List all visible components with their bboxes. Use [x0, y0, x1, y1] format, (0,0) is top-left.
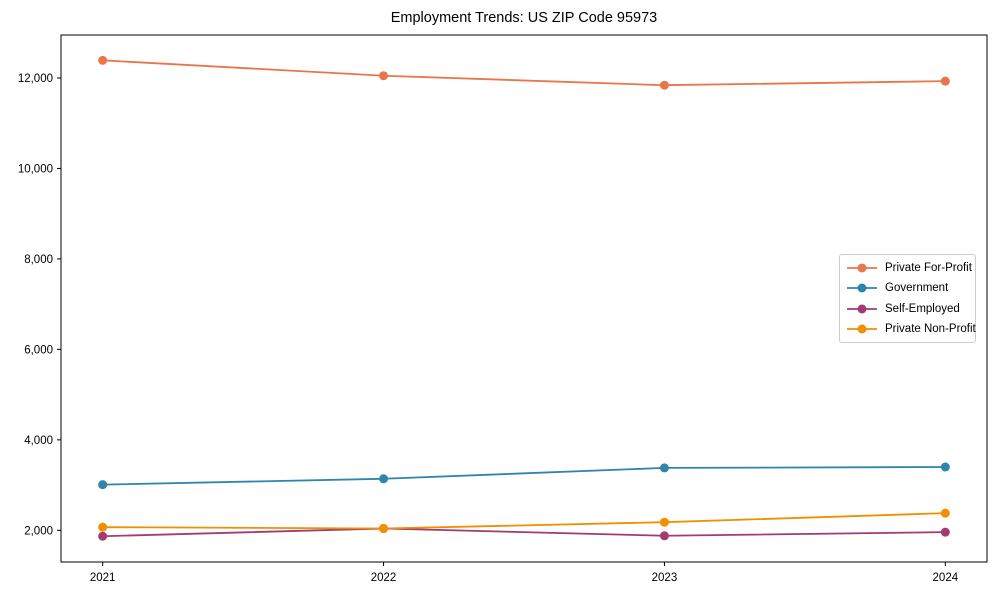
data-point-private-for-profit: [379, 71, 389, 81]
legend-marker-government: [847, 283, 877, 293]
chart-title: Employment Trends: US ZIP Code 95973: [390, 10, 658, 26]
data-point-government: [659, 463, 669, 473]
x-tick-label: 2023: [652, 572, 678, 584]
data-point-private-non-profit: [659, 517, 669, 527]
legend: Private For-Profit Government Self-Employe…: [839, 254, 976, 343]
axes-frame: [60, 34, 988, 563]
series-line-private-for-profit: [102, 59, 946, 87]
data-point-private-non-profit: [940, 508, 950, 518]
data-point-government: [98, 480, 108, 490]
legend-item-government: Government: [846, 278, 969, 298]
data-point-self-employed: [940, 527, 950, 537]
y-tick-label: 8,000: [24, 254, 53, 266]
legend-item-self-employed: Self-Employed: [846, 299, 969, 319]
legend-label-private-for-profit: Private For-Profit: [885, 262, 972, 275]
data-point-self-employed: [98, 531, 108, 541]
data-point-private-non-profit: [98, 522, 108, 532]
series-line-government: [102, 466, 946, 486]
legend-item-private-for-profit: Private For-Profit: [846, 258, 972, 278]
y-tick-label: 12,000: [18, 73, 53, 85]
data-point-private-for-profit: [98, 55, 108, 65]
legend-label-government: Government: [885, 282, 949, 295]
data-point-government: [379, 474, 389, 484]
legend-label-self-employed: Self-Employed: [885, 302, 960, 315]
x-tick-label: 2024: [933, 572, 959, 584]
legend-marker-private-for-profit: [847, 263, 877, 273]
x-tick-label: 2021: [90, 572, 116, 584]
data-point-private-non-profit: [379, 524, 389, 534]
legend-label-private-non-profit: Private Non-Profit: [885, 322, 976, 335]
data-point-self-employed: [659, 531, 669, 541]
legend-item-private-non-profit: Private Non-Profit: [846, 319, 976, 339]
y-tick-label: 10,000: [18, 163, 53, 175]
y-tick-label: 4,000: [24, 435, 53, 447]
data-point-private-for-profit: [940, 76, 950, 86]
y-tick-label: 2,000: [24, 525, 53, 537]
legend-marker-self-employed: [847, 304, 877, 314]
data-point-government: [940, 462, 950, 472]
series-line-self-employed: [102, 527, 946, 538]
series-line-private-non-profit: [102, 512, 946, 530]
legend-marker-private-non-profit: [847, 324, 877, 334]
y-tick-label: 6,000: [24, 344, 53, 356]
data-point-private-for-profit: [659, 80, 669, 90]
x-tick-label: 2022: [371, 572, 397, 584]
